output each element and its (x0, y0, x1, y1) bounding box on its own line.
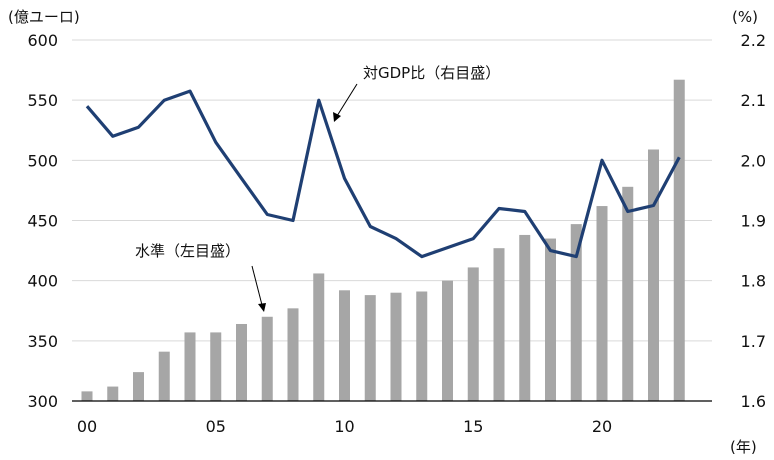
x-tick-label: 15 (463, 417, 483, 436)
right-tick-label: 1.7 (741, 332, 766, 351)
bar (236, 323, 247, 401)
right-axis-ticks: 1.6 1.7 1.8 1.9 2.0 2.1 2.2 (741, 31, 766, 411)
x-axis-ticks: 00 05 10 15 20 (77, 417, 612, 436)
line-series-gdp-ratio (85, 89, 681, 259)
bar (493, 248, 505, 401)
bar (261, 316, 273, 401)
left-tick-label: 400 (27, 272, 58, 291)
left-tick-label: 450 (27, 212, 58, 231)
right-tick-label: 2.2 (741, 31, 766, 50)
x-tick-label: 20 (592, 417, 612, 436)
right-tick-label: 1.8 (741, 272, 766, 291)
x-tick-label: 00 (77, 417, 97, 436)
bar (442, 280, 453, 401)
x-axis-unit: (年) (730, 438, 757, 456)
bar (133, 372, 144, 401)
right-tick-label: 1.6 (741, 392, 766, 411)
x-tick-label: 05 (206, 417, 226, 436)
bar (339, 290, 350, 401)
right-tick-label: 1.9 (741, 212, 766, 231)
left-tick-label: 350 (27, 332, 58, 351)
left-axis-ticks: 300 350 400 450 500 550 600 (27, 31, 58, 411)
bar (210, 332, 222, 401)
bar (287, 308, 299, 401)
right-tick-label: 2.0 (741, 151, 766, 170)
right-tick-label: 2.1 (741, 91, 766, 110)
bar (81, 391, 93, 401)
bar (364, 295, 376, 401)
left-axis-unit: (億ユーロ) (8, 8, 80, 26)
annotation-gdp-ratio: 対GDP比（右目盛） (363, 64, 500, 82)
annotation-arrow-gdp-ratio (333, 83, 358, 122)
bar (648, 149, 659, 401)
x-tick-label: 10 (334, 417, 354, 436)
left-tick-label: 300 (27, 392, 58, 411)
bar (184, 332, 196, 401)
bar (416, 291, 428, 401)
bar (313, 273, 325, 401)
left-tick-label: 550 (27, 91, 58, 110)
bar (158, 351, 170, 401)
bar (519, 234, 531, 401)
bar (622, 186, 634, 401)
bar (673, 79, 685, 402)
gdp-ratio-line (85, 89, 681, 259)
left-tick-label: 500 (27, 151, 58, 170)
annotation-arrow-level (251, 265, 266, 312)
bar (570, 224, 582, 401)
bar (390, 292, 402, 401)
left-tick-label: 600 (27, 31, 58, 50)
right-axis-unit: (%) (732, 8, 758, 26)
bar (596, 206, 608, 401)
annotation-level: 水準（左目盛） (135, 242, 240, 260)
bar (545, 238, 556, 401)
bar (467, 267, 479, 401)
bar (107, 386, 119, 401)
bar-series-level (81, 79, 685, 402)
